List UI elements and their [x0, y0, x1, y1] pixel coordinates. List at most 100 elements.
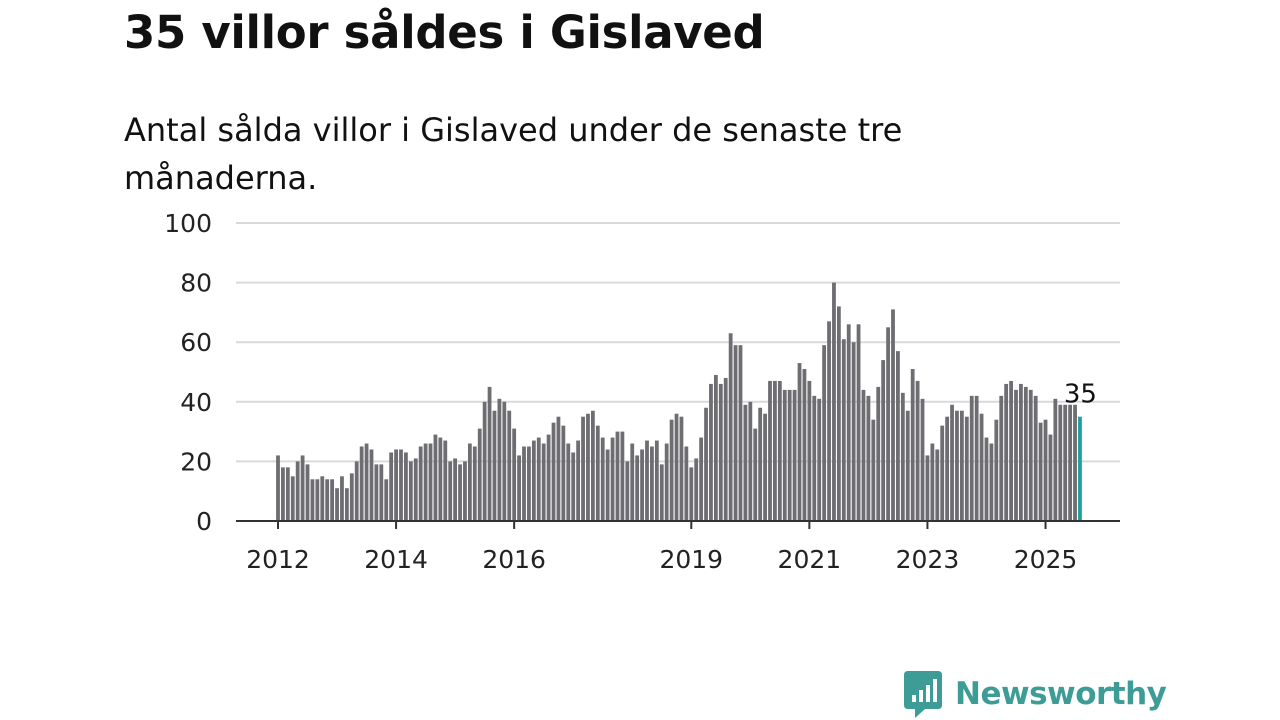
- bar: [846, 324, 851, 521]
- bar: [423, 443, 428, 521]
- bar: [300, 455, 305, 521]
- bar: [349, 473, 354, 521]
- bar: [763, 413, 767, 521]
- last-value-label: 35: [1064, 380, 1097, 410]
- bar: [1078, 416, 1082, 521]
- bar: [984, 437, 989, 521]
- bar: [979, 413, 984, 521]
- bar: [635, 455, 640, 521]
- bar: [645, 440, 649, 521]
- bar: [354, 461, 359, 521]
- bar: [733, 345, 738, 521]
- bar: [782, 389, 787, 521]
- bar: [1073, 404, 1077, 521]
- bar: [881, 360, 886, 521]
- bar: [861, 389, 866, 521]
- bar: [438, 437, 443, 521]
- bar: [871, 419, 876, 521]
- bar: [886, 327, 890, 521]
- x-tick-label: 2016: [482, 545, 546, 574]
- x-axis-ticks: 2012 2014 2016 2019 2021 2023 2025: [246, 521, 1077, 574]
- bar: [463, 461, 467, 521]
- bar: [910, 369, 915, 521]
- bar: [1014, 389, 1018, 521]
- bar: [487, 386, 492, 521]
- chart-title: 35 villor såldes i Gislaved: [124, 6, 765, 59]
- bar: [586, 413, 590, 521]
- bar: [394, 449, 398, 521]
- bar: [689, 467, 694, 521]
- bar: [1019, 383, 1023, 521]
- bar: [443, 440, 448, 521]
- bar: [384, 479, 389, 521]
- bar: [517, 455, 521, 521]
- y-tick-label: 20: [180, 447, 212, 476]
- bar: [359, 446, 364, 521]
- bar: [718, 383, 723, 521]
- bar: [694, 458, 699, 521]
- bar: [969, 395, 974, 521]
- newsworthy-bar-chart-logo-icon: [904, 671, 942, 718]
- bar: [1033, 395, 1038, 521]
- bar: [379, 464, 384, 521]
- bar: [950, 404, 954, 521]
- bar: [930, 443, 935, 521]
- bar: [428, 443, 433, 521]
- bar: [640, 449, 644, 521]
- bar: [448, 461, 453, 521]
- bar: [704, 407, 708, 521]
- bar: [738, 345, 743, 521]
- bar: [285, 467, 290, 521]
- bar: [1023, 386, 1028, 521]
- bar: [531, 440, 536, 521]
- bar: [1043, 419, 1048, 521]
- bar: [664, 443, 669, 521]
- bar: [856, 324, 861, 521]
- bar: [600, 437, 605, 521]
- bar: [325, 479, 330, 521]
- bar: [959, 410, 964, 521]
- y-tick-label: 80: [180, 269, 212, 298]
- bar: [915, 380, 920, 521]
- bar: [556, 416, 561, 521]
- bar: [630, 443, 635, 521]
- bar: [723, 377, 728, 521]
- bar: [492, 410, 497, 521]
- bar: [891, 309, 895, 521]
- y-tick-label: 40: [180, 388, 212, 417]
- bar: [669, 419, 674, 521]
- bar: [896, 351, 900, 521]
- bar: [925, 455, 930, 521]
- bar: [994, 419, 999, 521]
- bar: [522, 446, 526, 521]
- y-tick-label: 100: [164, 209, 212, 238]
- bar: [876, 386, 881, 521]
- bar: [654, 440, 659, 521]
- bar: [743, 404, 748, 521]
- bar: [399, 449, 403, 521]
- bar: [467, 443, 472, 521]
- bar: [684, 446, 689, 521]
- bar: [497, 398, 502, 521]
- bar: [728, 333, 733, 521]
- brand-name: Newsworthy: [955, 676, 1167, 712]
- bar: [477, 428, 482, 521]
- bar: [571, 452, 576, 521]
- bar: [615, 431, 620, 521]
- bar: [418, 446, 423, 521]
- bar: [1009, 380, 1013, 521]
- bar: [900, 392, 905, 521]
- bar: [344, 488, 349, 521]
- bar: [1028, 389, 1033, 521]
- bar: [940, 425, 945, 521]
- y-axis-ticks: 0 20 40 60 80 100: [164, 209, 212, 536]
- x-tick-label: 2025: [1014, 545, 1078, 574]
- bar: [787, 389, 792, 521]
- bar: [753, 428, 758, 521]
- bar: [974, 395, 979, 521]
- bar: [758, 407, 763, 521]
- bar: [841, 339, 846, 521]
- bar: [507, 410, 512, 521]
- bar: [1053, 398, 1058, 521]
- bar: [955, 410, 959, 521]
